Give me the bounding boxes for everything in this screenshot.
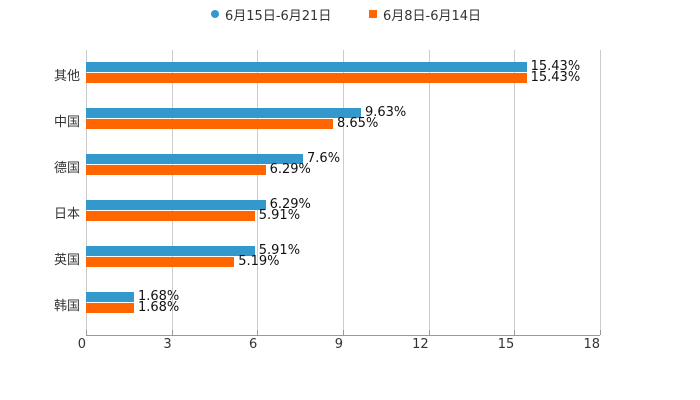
x-tick: [428, 330, 430, 335]
value-label: 5.19%: [238, 254, 280, 269]
gridline: [257, 50, 259, 335]
value-label: 1.68%: [137, 289, 180, 304]
legend-label: 6月15日-6月21日: [225, 8, 332, 24]
value-label: 7.6%: [307, 151, 341, 166]
value-label: 5.91%: [258, 243, 301, 258]
x-tick: [343, 330, 344, 335]
value-label: 6.29%: [269, 197, 311, 212]
bar[interactable]: [86, 200, 266, 210]
x-tick-label: 12: [412, 337, 429, 352]
category-label: 德国: [53, 161, 80, 176]
bar[interactable]: [86, 211, 255, 221]
bar[interactable]: [86, 303, 134, 313]
bar[interactable]: [86, 108, 361, 118]
x-tick: [514, 330, 516, 335]
gridline: [428, 50, 430, 335]
bar[interactable]: [86, 154, 304, 164]
x-tick-label: 6: [249, 337, 258, 352]
value-label: 9.63%: [364, 105, 407, 120]
value-label: 15.43%: [530, 70, 581, 85]
value-label: 1.68%: [137, 300, 180, 315]
category-label: 韩国: [53, 299, 80, 314]
x-tick-label: 9: [334, 337, 343, 352]
gridline: [514, 50, 516, 335]
x-tick-label: 3: [163, 337, 172, 352]
x-tick-label: 0: [77, 337, 86, 352]
gridline: [343, 50, 344, 335]
gridline: [600, 50, 601, 335]
gridline: [171, 50, 173, 335]
x-tick: [600, 330, 601, 335]
legend-square-icon: [369, 10, 377, 18]
bar[interactable]: [86, 165, 266, 175]
x-tick-label: 18: [583, 337, 600, 352]
legend-item-series-1[interactable]: 6月15日-6月21日: [211, 4, 331, 24]
bar[interactable]: [86, 292, 134, 302]
x-axis-line: [86, 335, 600, 336]
bar[interactable]: [86, 257, 235, 267]
legend-item-series-2[interactable]: 6月8日-6月14日: [369, 4, 481, 24]
category-label: 其他: [53, 69, 80, 84]
gridline: [86, 50, 87, 335]
x-tick: [257, 330, 259, 335]
value-label: 6.29%: [269, 162, 311, 177]
legend-label: 6月8日-6月14日: [383, 8, 482, 24]
bar[interactable]: [86, 246, 255, 256]
x-tick: [86, 330, 87, 335]
chart-legend: 6月15日-6月21日 6月8日-6月14日: [0, 4, 700, 24]
value-label: 5.91%: [258, 208, 301, 223]
bar[interactable]: [86, 62, 527, 72]
bar[interactable]: [86, 119, 333, 129]
value-label: 8.65%: [337, 116, 379, 131]
legend-circle-icon: [211, 10, 219, 18]
category-label: 英国: [53, 253, 80, 268]
bar[interactable]: [86, 73, 527, 83]
value-label: 15.43%: [530, 59, 581, 74]
x-tick: [171, 330, 173, 335]
category-label: 中国: [53, 115, 80, 130]
x-tick-label: 15: [497, 337, 515, 352]
category-label: 日本: [53, 207, 80, 222]
